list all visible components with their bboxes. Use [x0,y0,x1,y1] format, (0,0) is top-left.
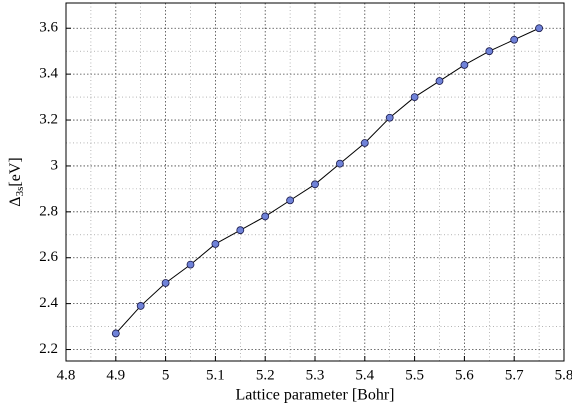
x-tick-label: 5.7 [505,367,524,383]
x-axis-label: Lattice parameter [Bohr] [235,387,394,404]
data-point [136,302,145,310]
y-tick-label: 3.4 [39,66,58,82]
data-point [161,279,170,287]
data-point [236,226,245,235]
data-point [286,196,295,205]
x-tick-label: 4.9 [106,367,125,383]
y-tick-label: 3 [51,157,59,173]
y-label-main: Δ [7,196,24,206]
x-tick-label: 5.5 [405,367,424,383]
x-tick-label: 5.3 [306,367,325,383]
x-tick-label: 4.8 [57,367,76,383]
data-point [410,93,419,101]
series-line [115,27,540,334]
data-point [485,47,494,56]
data-point [360,139,369,147]
data-point [311,180,319,189]
data-point [510,35,519,44]
y-tick-label: 3.6 [39,20,58,36]
y-axis-label: Δ3s[eV] [7,157,26,206]
data-point [460,61,469,69]
x-tick-label: 5 [162,367,170,383]
plot-frame [65,2,565,362]
y-tick-label: 2.6 [39,249,58,265]
data-point [535,24,543,33]
y-tick-label: 2.4 [39,295,58,311]
y-label-sub: 3s [14,187,26,197]
data-point [211,240,220,248]
data-point [435,77,444,85]
y-tick-label: 3.2 [39,111,58,127]
data-point [335,159,344,168]
x-tick-label: 5.1 [206,367,225,383]
data-point [186,260,195,269]
x-tick-label: 5.8 [555,367,572,383]
data-point [261,212,270,221]
data-point [111,329,120,338]
data-point [385,113,394,122]
x-tick-label: 5.6 [455,367,474,383]
y-label-unit: [eV] [7,157,24,186]
y-tick-label: 2.8 [39,203,58,219]
y-tick-label: 2.2 [39,341,58,357]
x-tick-label: 5.4 [355,367,374,383]
x-tick-label: 5.2 [256,367,275,383]
